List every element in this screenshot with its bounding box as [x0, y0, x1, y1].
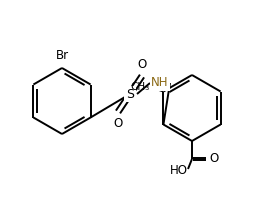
Text: O: O	[113, 117, 123, 130]
Text: S: S	[126, 87, 134, 100]
Text: Br: Br	[55, 49, 69, 62]
Text: O: O	[137, 58, 147, 71]
Text: HO: HO	[170, 165, 188, 178]
Text: O: O	[209, 152, 218, 165]
Text: NH: NH	[151, 76, 169, 89]
Text: CH₃: CH₃	[130, 81, 149, 92]
